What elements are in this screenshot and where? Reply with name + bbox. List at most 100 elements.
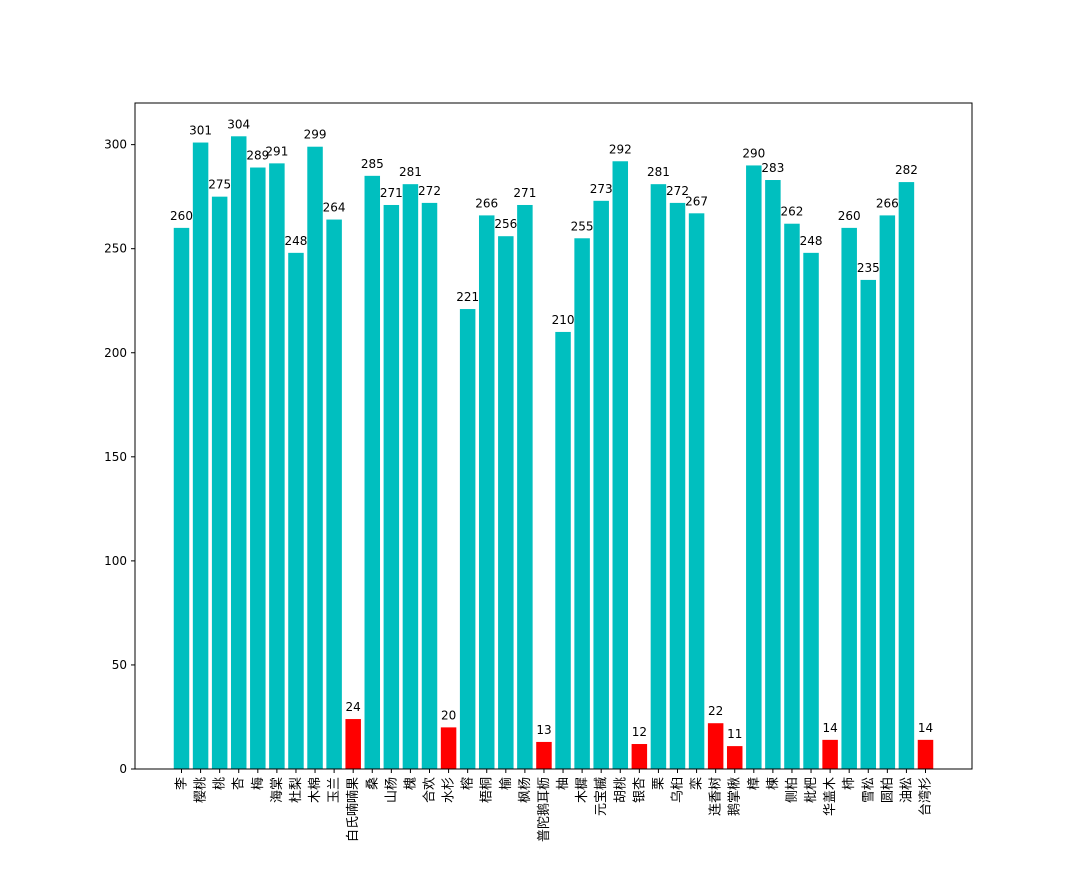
- bar-32: [784, 223, 800, 769]
- bar-18: [517, 204, 533, 770]
- bar-26: [669, 202, 686, 769]
- x-tick-label-8: 玉兰: [327, 777, 342, 803]
- y-tick-label-1: 50: [112, 658, 127, 672]
- bar-17: [498, 236, 514, 769]
- x-tick-label-25: 栗: [651, 777, 666, 790]
- y-tick-label-5: 250: [104, 242, 127, 256]
- x-tick-label-29: 鹅掌楸: [727, 777, 743, 816]
- x-tick-label-11: 山杨: [384, 777, 399, 803]
- x-tick-label-2: 桃: [213, 777, 228, 790]
- data-label-22: 273: [590, 182, 613, 196]
- bar-11: [383, 204, 400, 770]
- x-tick-label-13: 合欢: [423, 777, 438, 803]
- x-tick-label-35: 柿: [841, 777, 857, 790]
- data-label-38: 282: [895, 163, 918, 177]
- data-label-11: 271: [380, 186, 403, 200]
- bar-13: [421, 202, 438, 769]
- data-label-15: 221: [456, 290, 479, 304]
- bar-27: [688, 213, 705, 769]
- x-tick-label-27: 栾: [689, 777, 705, 790]
- x-tick-label-6: 杜梨: [289, 777, 304, 803]
- x-tick-label-34: 华盖木: [823, 777, 838, 816]
- data-label-5: 291: [265, 144, 288, 158]
- data-label-8: 264: [323, 201, 346, 215]
- y-tick-label-4: 200: [104, 346, 127, 360]
- x-tick-label-33: 枇杷: [804, 777, 819, 803]
- bar-14: [440, 727, 457, 770]
- data-label-12: 281: [399, 165, 422, 179]
- data-label-10: 285: [361, 157, 384, 171]
- data-label-34: 14: [822, 721, 837, 735]
- data-label-17: 256: [494, 217, 517, 231]
- data-label-9: 24: [346, 700, 361, 714]
- x-tick-label-31: 楝: [766, 777, 781, 790]
- bar-29: [726, 746, 743, 769]
- data-label-20: 210: [552, 313, 575, 327]
- x-tick-label-20: 柚: [556, 777, 571, 790]
- bar-12: [402, 184, 419, 770]
- x-tick-label-12: 槐: [402, 777, 418, 790]
- bar-39: [917, 739, 934, 769]
- y-tick-label-6: 300: [104, 138, 127, 152]
- x-tick-label-32: 侧柏: [785, 777, 800, 803]
- data-label-37: 266: [876, 196, 899, 210]
- data-label-7: 299: [304, 128, 327, 142]
- bar-5: [269, 163, 285, 770]
- bar-38: [898, 182, 915, 770]
- x-tick-label-24: 银杏: [632, 777, 647, 803]
- data-label-4: 289: [246, 149, 269, 163]
- bar-23: [612, 161, 629, 769]
- x-tick-label-17: 榆: [499, 777, 514, 790]
- x-tick-label-38: 油松: [899, 777, 914, 803]
- data-label-23: 292: [609, 142, 632, 156]
- bar-19: [536, 741, 552, 769]
- data-label-26: 272: [666, 184, 689, 198]
- bar-20: [555, 331, 571, 769]
- x-tick-label-4: 梅: [251, 777, 266, 790]
- data-label-36: 235: [857, 261, 880, 275]
- x-tick-label-23: 胡桃: [613, 777, 628, 803]
- bar-24: [631, 744, 648, 769]
- x-tick-label-22: 元宝槭: [594, 777, 609, 816]
- bar-22: [593, 200, 609, 769]
- data-label-24: 12: [632, 725, 647, 739]
- bar-31: [765, 180, 781, 769]
- y-tick-label-2: 100: [104, 554, 127, 568]
- bar-34: [822, 739, 838, 769]
- bar-8: [326, 219, 342, 770]
- data-label-39: 14: [918, 721, 933, 735]
- data-label-21: 255: [571, 219, 594, 233]
- y-tick-label-3: 150: [104, 450, 127, 464]
- x-tick-label-0: 李: [175, 777, 190, 790]
- data-label-27: 267: [685, 194, 708, 208]
- x-tick-label-9: 白氏喃喃果: [345, 777, 361, 842]
- data-label-16: 266: [475, 196, 498, 210]
- data-label-14: 20: [441, 708, 456, 722]
- x-tick-label-30: 樟: [747, 777, 762, 790]
- bar-35: [841, 227, 857, 770]
- bar-0: [173, 227, 190, 770]
- data-label-1: 301: [189, 124, 212, 138]
- bar-3: [230, 136, 247, 770]
- data-label-30: 290: [742, 146, 765, 160]
- data-label-6: 248: [285, 234, 308, 248]
- bar-16: [478, 215, 495, 769]
- x-tick-label-26: 乌桕: [670, 777, 686, 803]
- x-tick-label-36: 雪松: [861, 777, 876, 803]
- data-label-0: 260: [170, 209, 193, 223]
- bar-1: [192, 142, 209, 770]
- data-label-3: 304: [227, 117, 250, 131]
- x-tick-label-16: 梧桐: [480, 777, 495, 803]
- x-tick-label-15: 榕: [461, 777, 476, 790]
- data-label-33: 248: [800, 234, 823, 248]
- bar-28: [707, 723, 724, 769]
- bars: [173, 136, 934, 770]
- bar-21: [574, 238, 590, 769]
- x-tick-label-37: 圆柏: [880, 777, 895, 803]
- data-label-18: 271: [513, 186, 536, 200]
- x-tick-label-7: 木棉: [308, 777, 323, 803]
- y-ticks: 0 50 100 150 200 250 300: [104, 138, 135, 776]
- bar-7: [307, 146, 323, 769]
